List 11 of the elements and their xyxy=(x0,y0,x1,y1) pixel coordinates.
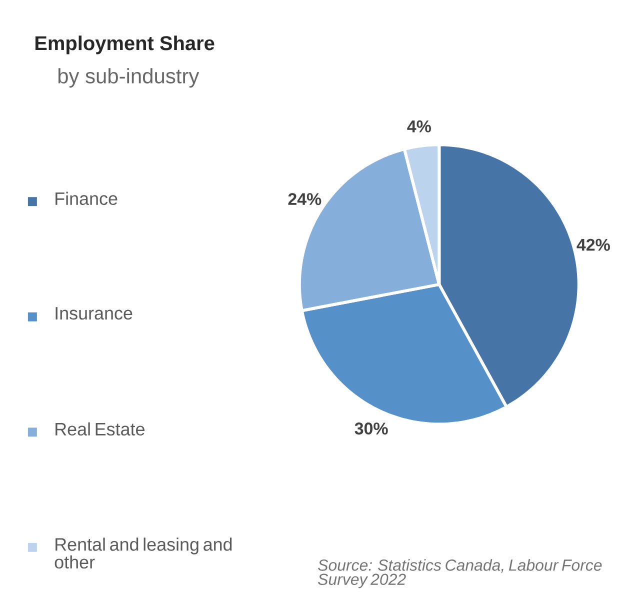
legend-label: Real Estate xyxy=(56,422,144,436)
source-note: Source: Statistics Canada, Labour Force Survey 2022 xyxy=(318,559,602,588)
data-label: 42% xyxy=(576,238,610,251)
data-label: 4% xyxy=(407,120,431,132)
legend-label: Finance xyxy=(56,192,118,206)
chart-subtitle: by sub-industry xyxy=(58,68,200,88)
legend-label: Rental and leasing and other xyxy=(54,538,232,569)
data-label: 30% xyxy=(354,422,388,435)
legend-label: Insurance xyxy=(56,307,132,320)
chart-title: Employment Share xyxy=(35,36,214,54)
data-label: 24% xyxy=(288,193,322,206)
